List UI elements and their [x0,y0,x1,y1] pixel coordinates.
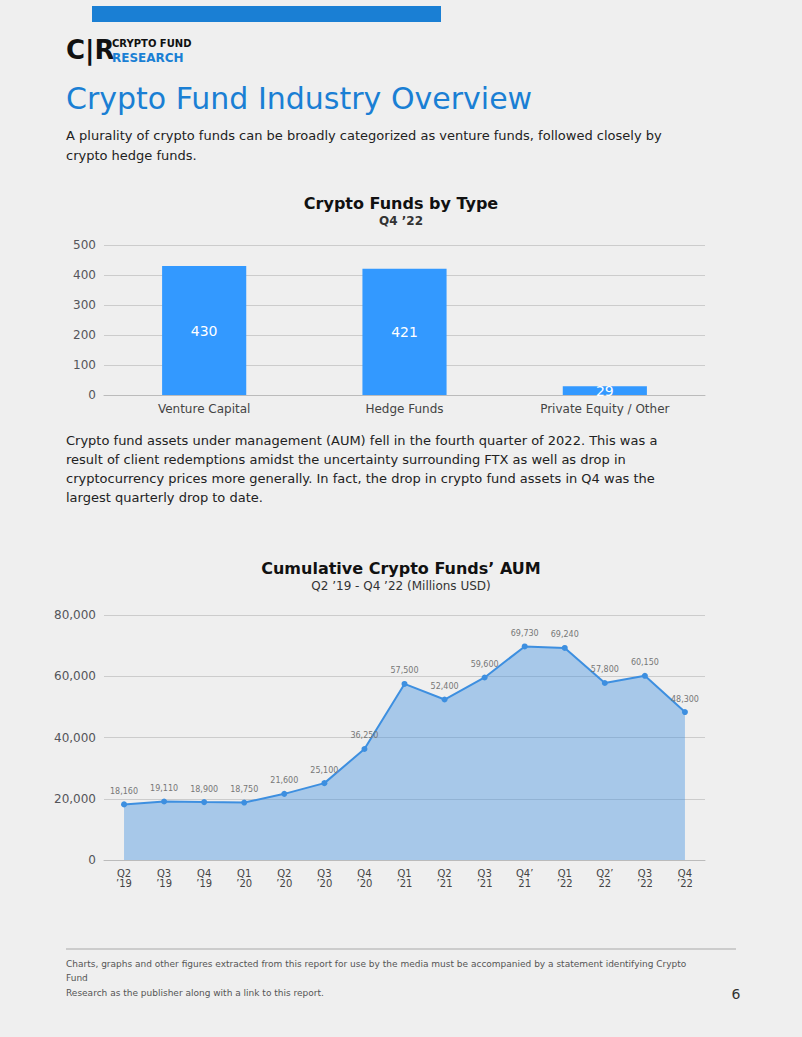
svg-text:18,750: 18,750 [230,785,258,794]
html-text:RESEARCH: RESEARCH [112,51,184,65]
svg-text:Q3: Q3 [317,867,332,879]
svg-text:100: 100 [73,358,96,372]
html-text:A plurality of crypto funds ca: A plurality of crypto funds can be broad… [66,128,662,163]
svg-text:Crypto Funds by Type: Crypto Funds by Type [304,194,499,213]
svg-text:25,100: 25,100 [310,766,338,775]
svg-text:’22: ’22 [557,878,573,889]
svg-text:60,150: 60,150 [631,658,659,667]
svg-text:400: 400 [73,268,96,282]
svg-text:Q1: Q1 [237,867,252,879]
svg-text:Q2: Q2 [116,867,132,879]
svg-text:’22: ’22 [637,878,653,889]
html-text:6: 6 [731,986,741,1002]
svg-text:Private Equity / Other: Private Equity / Other [540,402,669,416]
svg-text:Q2 ’19 - Q4 ’22 (Millions USD): Q2 ’19 - Q4 ’22 (Millions USD) [311,579,490,593]
html-text:Crypto fund assets under manag: Crypto fund assets under management (AUM… [66,433,658,505]
svg-text:200: 200 [73,328,96,342]
svg-text:’19: ’19 [196,878,212,889]
svg-text:Q2’: Q2’ [596,867,614,879]
html-text:Charts, graphs and other figur: Charts, graphs and other figures extract… [66,959,690,998]
svg-text:52,400: 52,400 [431,682,459,691]
svg-text:Q4: Q4 [197,867,212,879]
svg-text:40,000: 40,000 [54,731,96,745]
svg-text:0: 0 [88,853,96,867]
svg-text:22: 22 [598,878,611,889]
svg-text:21: 21 [518,878,531,889]
svg-text:500: 500 [73,238,96,252]
svg-text:69,730: 69,730 [511,629,539,638]
svg-text:’20: ’20 [276,878,292,889]
svg-text:Q1: Q1 [397,867,412,879]
svg-text:430: 430 [191,323,218,339]
svg-text:Q3: Q3 [157,867,172,879]
svg-text:’19: ’19 [156,878,172,889]
svg-text:Hedge Funds: Hedge Funds [365,402,443,416]
svg-text:80,000: 80,000 [54,608,96,622]
html-text:CRYPTO FUND: CRYPTO FUND [112,38,192,49]
svg-text:’20: ’20 [316,878,332,889]
svg-text:Q4: Q4 [677,867,693,879]
svg-text:Q3: Q3 [637,867,652,879]
svg-text:Q1: Q1 [557,867,572,879]
svg-text:’21: ’21 [397,878,413,889]
svg-text:421: 421 [391,324,418,340]
svg-text:18,160: 18,160 [110,787,138,796]
svg-text:’20: ’20 [356,878,372,889]
svg-text:19,110: 19,110 [150,784,178,793]
svg-text:’19: ’19 [116,878,132,889]
svg-text:300: 300 [73,298,96,312]
svg-text:Q4 ’22: Q4 ’22 [379,214,423,228]
svg-text:20,000: 20,000 [54,792,96,806]
html-text:Crypto Fund Industry Overview: Crypto Fund Industry Overview [66,81,533,116]
svg-text:36,250: 36,250 [350,731,378,740]
svg-text:’21: ’21 [437,878,453,889]
svg-text:57,800: 57,800 [591,665,619,674]
svg-text:’22: ’22 [677,878,693,889]
html-text:C|R: C|R [66,35,115,65]
svg-text:18,900: 18,900 [190,785,218,794]
svg-text:0: 0 [88,388,96,402]
svg-text:’20: ’20 [236,878,252,889]
svg-text:21,600: 21,600 [270,776,298,785]
svg-text:57,500: 57,500 [391,666,419,675]
svg-text:Venture Capital: Venture Capital [158,402,251,416]
svg-text:48,300: 48,300 [671,695,699,704]
svg-text:Cumulative Crypto Funds’ AUM: Cumulative Crypto Funds’ AUM [261,559,541,578]
svg-text:’21: ’21 [477,878,493,889]
svg-text:Q4: Q4 [357,867,372,879]
svg-text:Q3: Q3 [477,867,492,879]
svg-text:69,240: 69,240 [551,630,579,639]
svg-text:59,600: 59,600 [471,660,499,669]
svg-text:Q2: Q2 [277,867,292,879]
svg-text:Q2: Q2 [437,867,452,879]
svg-text:60,000: 60,000 [54,669,96,683]
svg-text:Q4’: Q4’ [516,867,534,879]
svg-text:29: 29 [596,383,614,399]
